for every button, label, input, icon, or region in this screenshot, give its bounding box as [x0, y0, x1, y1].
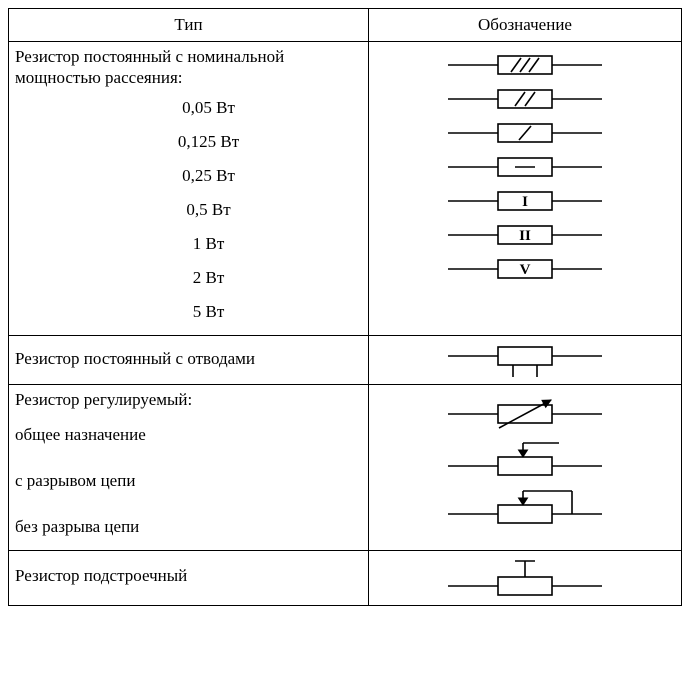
- svg-text:I: I: [522, 194, 528, 210]
- svg-text:V: V: [520, 262, 531, 278]
- power-rating-label: 1 Вт: [9, 234, 368, 254]
- variable-resistor-symbol-arrow-through: [369, 391, 681, 437]
- svg-text:II: II: [519, 228, 531, 244]
- resistor-symbol-roman-5: V: [369, 252, 681, 286]
- header-type: Тип: [9, 9, 369, 42]
- resistor-symbol-two-slashes: [369, 82, 681, 116]
- resistor-symbol-roman-2: II: [369, 218, 681, 252]
- variable-resistor-sublabel: общее назначение: [9, 412, 368, 458]
- tapped-resistor-label: Резистор постоянный с отводами: [9, 336, 368, 381]
- variable-resistor-sublabel: с разрывом цепи: [9, 458, 368, 504]
- resistor-symbols-table: Тип Обозначение Резистор постоянный с но…: [8, 8, 682, 606]
- fixed-resistor-heading: Резистор постоянный с номинальной мощнос…: [9, 42, 368, 91]
- power-rating-label: 2 Вт: [9, 268, 368, 288]
- resistor-symbol-roman-1: I: [369, 184, 681, 218]
- header-designation: Обозначение: [369, 9, 682, 42]
- power-rating-label: 5 Вт: [9, 302, 368, 322]
- resistor-symbol-dash: [369, 150, 681, 184]
- power-rating-label: 0,25 Вт: [9, 166, 368, 186]
- trimmer-resistor-symbol: [369, 551, 681, 605]
- tapped-resistor-symbol: [369, 336, 681, 384]
- variable-resistor-symbol-arrow-down-loop: [369, 483, 681, 529]
- variable-resistor-symbol-arrow-down-tap: [369, 437, 681, 483]
- trimmer-resistor-label: Резистор подстроечный: [9, 551, 368, 600]
- resistor-symbol-three-slashes: [369, 48, 681, 82]
- resistor-symbol-one-slash: [369, 116, 681, 150]
- variable-resistor-heading: Резистор регулируемый:: [9, 385, 368, 412]
- power-rating-label: 0,5 Вт: [9, 200, 368, 220]
- variable-resistor-sublabel: без разрыва цепи: [9, 504, 368, 550]
- power-rating-label: 0,05 Вт: [9, 98, 368, 118]
- power-rating-label: 0,125 Вт: [9, 132, 368, 152]
